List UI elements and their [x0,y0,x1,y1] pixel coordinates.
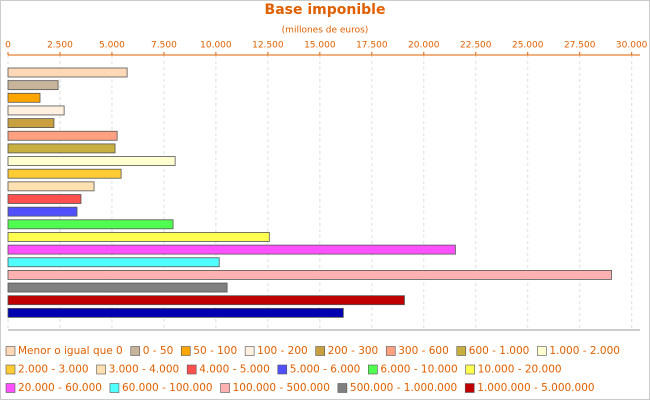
legend-swatch [244,346,255,356]
bar [7,181,95,192]
x-tick-label: 5.000 [99,41,125,51]
x-tick-label: 10.000 [200,41,232,51]
x-tick-label: 0 [5,41,11,51]
bar [7,295,405,306]
bar [7,67,128,78]
bar [7,307,344,318]
legend-swatch [456,346,467,356]
bar [7,282,228,293]
legend-swatch [96,364,106,375]
legend-label: 50 - 100 [193,345,237,357]
bar [7,143,116,154]
chart-title: Base imponible [265,2,386,18]
bar [7,269,612,280]
legend-swatch [277,364,288,375]
bar [7,92,41,103]
legend-swatch [220,383,230,393]
x-tick-label: 27.500 [564,41,596,51]
legend-swatch [109,383,120,393]
legend-label: 600 - 1.000 [469,345,530,357]
legend-label: 300 - 600 [398,345,449,357]
legend-swatch [537,346,547,356]
x-tick-label: 20.000 [408,41,440,51]
legend-swatch [186,364,197,375]
legend-label: 1.000.000 - 5.000.000 [477,382,594,394]
legend-label: 0 - 50 [143,345,174,357]
x-tick-label: 30.000 [616,41,648,51]
x-tick-label: 7.500 [151,41,177,51]
legend-swatch [464,383,475,393]
bar [7,206,78,217]
legend-label: 20.000 - 60.000 [18,382,102,394]
legend-swatch [180,346,191,356]
x-tick-label: 12.500 [252,41,284,51]
bar [7,257,220,268]
legend-swatch [385,346,396,356]
legend-label: 3.000 - 4.000 [109,364,180,376]
legend-swatch [5,346,16,356]
bar [7,219,174,230]
bar [7,105,65,116]
legend-swatch [368,364,378,375]
legend-swatch [337,383,348,393]
legend-label: 10.000 - 20.000 [478,364,562,376]
x-tick-label: 15.000 [304,41,336,51]
legend-label: 100 - 200 [257,345,308,357]
legend-swatch [465,364,475,375]
legend-label: 1.000 - 2.000 [549,345,620,357]
chart-subtitle: (millones de euros) [282,26,369,36]
legend-label: 100.000 - 500.000 [233,382,330,394]
x-tick-label: 22.500 [460,41,492,51]
bar [7,244,456,255]
legend-label: 500.000 - 1.000.000 [350,382,457,394]
legend-label: 6.000 - 10.000 [380,364,457,376]
legend-swatch [5,364,16,375]
bar [7,232,270,242]
legend-label: 4.000 - 5.000 [199,364,270,376]
bar [7,118,55,128]
legend-label: 5.000 - 6.000 [290,364,361,376]
bar [7,130,118,141]
legend-swatch [315,346,325,356]
bar [7,80,59,91]
x-tick-label: 25.000 [512,41,544,51]
x-tick-label: 2.500 [47,41,73,51]
legend-swatch [130,346,141,356]
legend-label: 2.000 - 3.000 [18,364,89,376]
legend-label: 200 - 300 [328,345,379,357]
bar [7,194,82,204]
bar [7,168,122,179]
x-tick-label: 17.500 [356,41,388,51]
legend-label: Menor o igual que 0 [18,345,123,357]
legend-label: 60.000 - 100.000 [122,382,213,394]
bar [7,156,176,166]
legend-swatch [5,383,16,393]
